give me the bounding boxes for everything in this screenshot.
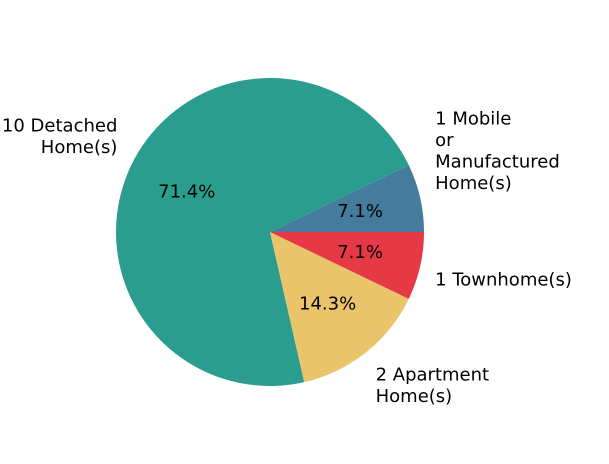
category-label-line: 2 Apartment (376, 364, 489, 385)
pie-slice-2-apartment-home-s (270, 232, 409, 383)
category-label-line: Home(s) (435, 173, 512, 194)
category-label-line: Home(s) (41, 137, 118, 158)
pct-label-1-mobile-or-manufactured-home-s: 7.1% (337, 201, 383, 222)
category-label-line: Manufactured (435, 151, 560, 172)
pie-slice-1-townhome-s (270, 232, 424, 299)
category-label-line: or (435, 130, 454, 151)
pct-label-10-detached-home-s: 71.4% (158, 181, 215, 202)
category-label-line: Home(s) (376, 386, 453, 407)
percentage-labels: 7.1% 71.4% 14.3% 7.1% (158, 181, 383, 314)
category-label-2-apartment-home-s: 2 Apartment Home(s) (376, 364, 489, 407)
category-label-10-detached-home-s: 10 Detached Home(s) (2, 116, 117, 159)
pie-slices (116, 78, 424, 387)
category-label-1-townhome-s: 1 Townhome(s) (435, 270, 572, 291)
category-labels: 1 Mobile or Manufactured Home(s)10 Detached… (2, 108, 572, 407)
category-label-line: 1 Townhome(s) (435, 270, 572, 291)
pie-slice-1-mobile-or-manufactured-home-s (270, 165, 424, 232)
category-label-line: 1 Mobile (435, 108, 511, 129)
pct-label-1-townhome-s: 7.1% (337, 242, 383, 263)
pct-label-2-apartment-home-s: 14.3% (299, 294, 356, 315)
pie-slice-10-detached-home-s (116, 78, 409, 387)
category-label-1-mobile-or-manufactured-home-s: 1 Mobile or Manufactured Home(s) (435, 108, 560, 194)
category-label-line: 10 Detached (2, 116, 117, 137)
